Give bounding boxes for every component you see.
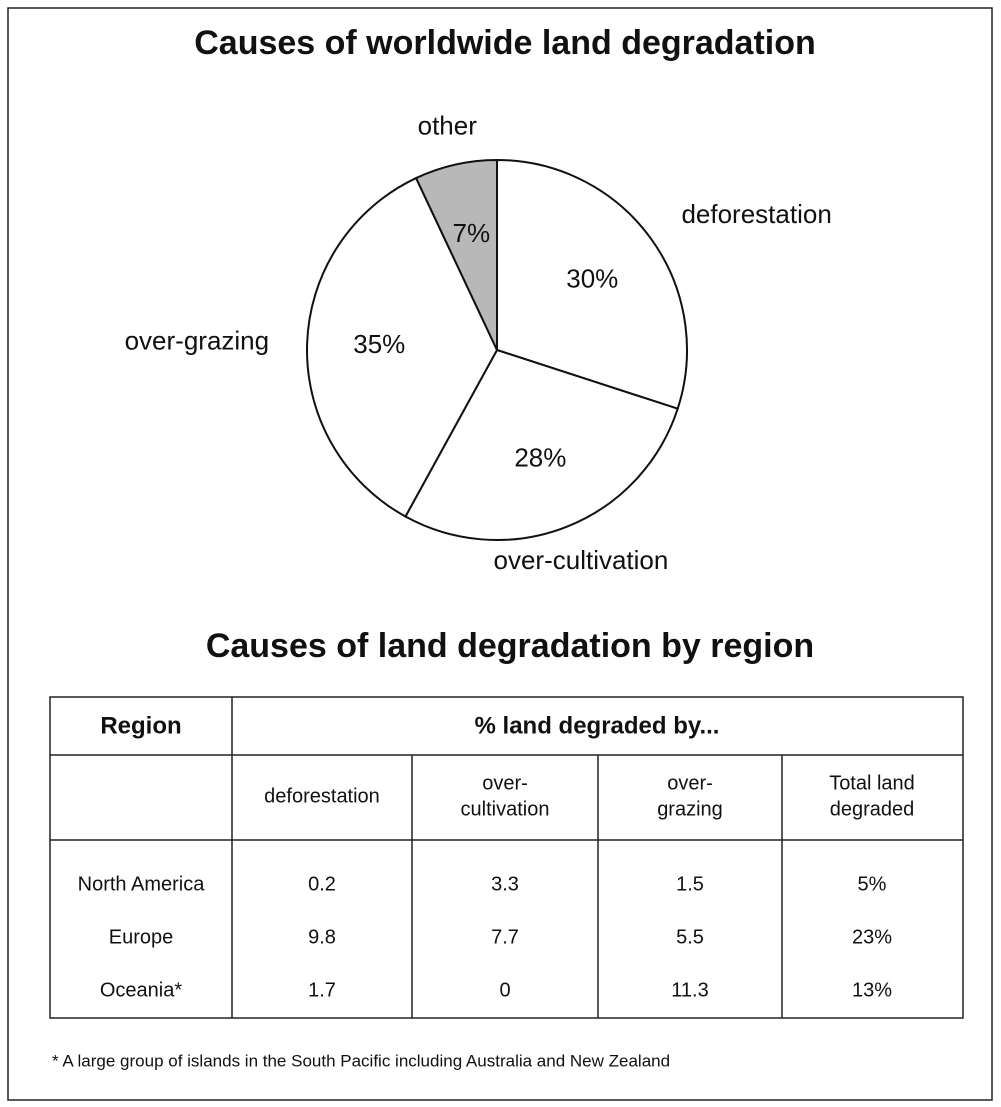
slice-value-label: 35% <box>353 329 405 359</box>
table-header: % land degraded by... <box>475 712 720 739</box>
table-cell: 0.2 <box>308 873 336 895</box>
row-label: Europe <box>109 926 174 948</box>
slice-label: deforestation <box>681 199 831 229</box>
slice-label: over-grazing <box>125 326 270 356</box>
slice-value-label: 30% <box>566 264 618 294</box>
column-header: grazing <box>657 798 723 820</box>
slice-label: other <box>418 110 478 140</box>
footnote: * A large group of islands in the South … <box>52 1051 670 1070</box>
page-border <box>7 7 993 1101</box>
table-cell: 9.8 <box>308 926 336 948</box>
table-border <box>49 696 964 1019</box>
table-grid <box>49 696 964 1019</box>
chart-title: Causes of worldwide land degradation <box>194 24 816 62</box>
table-cell: 0 <box>499 979 510 1001</box>
pie-slice <box>404 348 679 541</box>
table-cell: 11.3 <box>671 979 708 1001</box>
table-cell: 1.5 <box>676 873 704 895</box>
table-cell: 13% <box>852 979 892 1001</box>
column-header: cultivation <box>461 798 550 820</box>
pie-slice <box>496 158 688 410</box>
column-header: Total land <box>829 772 915 794</box>
table-title: Causes of land degradation by region <box>206 627 814 665</box>
row-label: Oceania* <box>100 979 182 1001</box>
table-header: Region <box>100 712 181 739</box>
column-header: degraded <box>830 798 915 820</box>
pie-slice <box>414 158 498 351</box>
table-cell: 1.7 <box>308 979 336 1001</box>
slice-value-label: 28% <box>514 442 566 472</box>
table-cell: 3.3 <box>491 873 519 895</box>
pie-slice <box>306 176 499 518</box>
table-cell: 5% <box>858 873 887 895</box>
table-cell: 7.7 <box>491 926 519 948</box>
table-cell: 5.5 <box>676 926 704 948</box>
column-header: deforestation <box>264 785 380 807</box>
slice-label: over-cultivation <box>494 545 669 575</box>
column-header: over- <box>482 772 528 794</box>
row-label: North America <box>78 873 206 895</box>
slice-value-label: 7% <box>453 218 491 248</box>
table-cell: 23% <box>852 926 892 948</box>
column-header: over- <box>667 772 713 794</box>
